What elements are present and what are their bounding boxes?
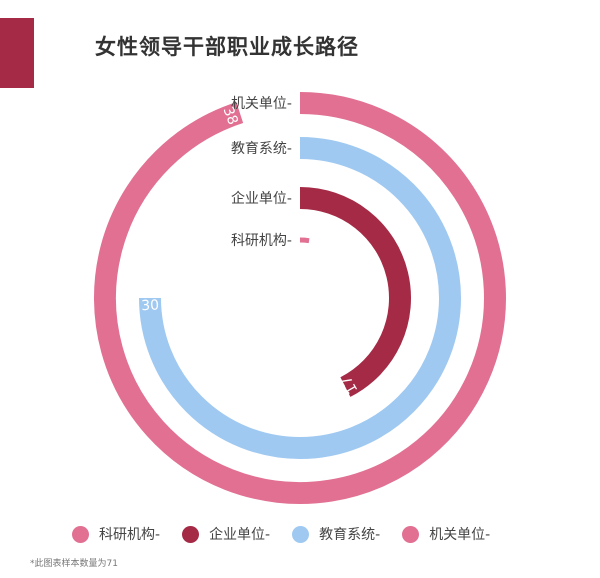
legend-label: 企业单位- — [209, 527, 271, 543]
value-label: 17 — [339, 373, 362, 396]
bar-arc-3 — [299, 237, 310, 244]
corner-accent-block — [0, 18, 34, 88]
legend-swatch — [402, 525, 420, 543]
chart-title: 女性领导干部职业成长路径 — [95, 35, 359, 59]
category-label: 科研机构- — [231, 233, 292, 249]
category-label: 教育系统- — [231, 141, 292, 157]
legend-item: 教育系统- — [292, 524, 380, 544]
category-label: 企业单位- — [231, 190, 292, 207]
legend-item: 机关单位- — [402, 524, 490, 544]
value-label: 38 — [219, 105, 240, 127]
legend-item: 企业单位- — [182, 524, 270, 544]
legend-swatch — [292, 525, 310, 543]
sample-size-note: *此图表样本数量为71 — [30, 559, 118, 569]
category-label: 机关单位- — [231, 96, 292, 112]
legend-item: 科研机构- — [72, 524, 160, 544]
legend-label: 机关单位- — [429, 527, 491, 543]
bar-arc-0 — [94, 92, 506, 504]
legend-swatch — [72, 525, 89, 543]
legend-label: 教育系统- — [319, 527, 381, 543]
bar-arc-1 — [139, 137, 461, 459]
bar-arc-2 — [299, 187, 411, 397]
chart-legend: 科研机构- 企业单位- 教育系统- 机关单位- — [72, 524, 512, 544]
legend-swatch — [182, 525, 200, 543]
value-label: 30 — [141, 297, 160, 314]
legend-label: 科研机构- — [99, 527, 161, 543]
